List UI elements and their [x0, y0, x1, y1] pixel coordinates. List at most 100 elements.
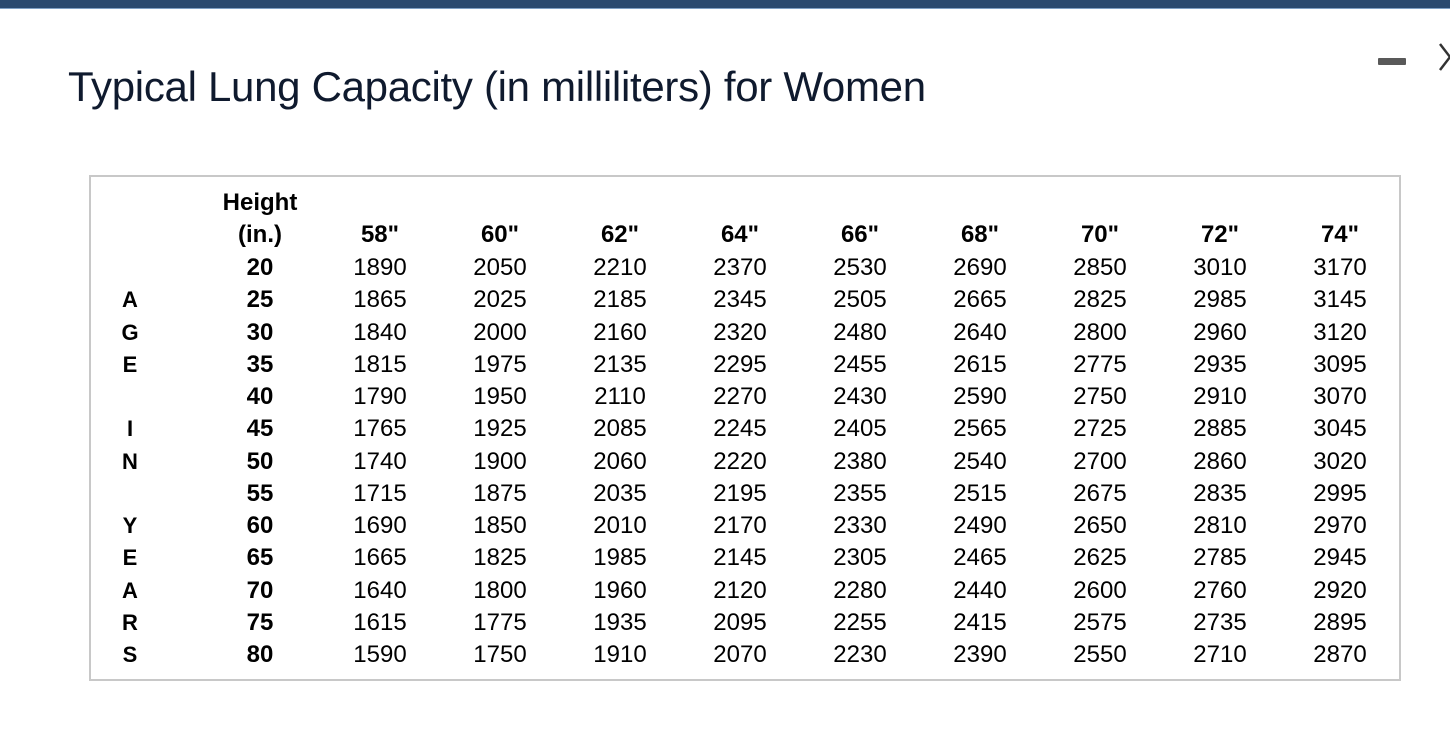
height-header-line1: Height [222, 189, 298, 216]
table-cell: 2870 [1313, 641, 1367, 668]
height-column-header: 70" [1080, 221, 1120, 248]
table-cell: 2650 [1073, 512, 1127, 539]
table-cell: 2095 [713, 608, 767, 636]
table-cell: 3120 [1313, 318, 1367, 346]
table-cell: 2575 [1073, 608, 1127, 636]
table-cell: 2920 [1313, 576, 1367, 604]
height-column-header: 72" [1200, 221, 1240, 248]
table-cell: 2985 [1193, 286, 1247, 314]
table-cell: 3045 [1313, 415, 1367, 443]
table-cell: 3010 [1193, 254, 1247, 281]
table-cell: 2295 [713, 350, 767, 378]
table-cell: 1690 [353, 512, 407, 539]
table-cell: 2415 [953, 608, 1007, 636]
table-cell: 3070 [1313, 383, 1367, 410]
table-cell: 2370 [713, 254, 767, 281]
table-cell: 2800 [1073, 318, 1127, 346]
table-cell: 3170 [1313, 254, 1367, 281]
age-row-header: 65 [246, 544, 274, 572]
table-cell: 2895 [1313, 608, 1367, 636]
age-row-header: 40 [246, 383, 274, 410]
table-cell: 2195 [713, 479, 767, 507]
table-cell: 2465 [953, 544, 1007, 572]
table-cell: 2430 [833, 383, 887, 410]
table-cell: 1665 [353, 544, 407, 572]
table-cell: 1975 [473, 350, 527, 378]
table-cell: 2860 [1193, 447, 1247, 475]
height-column-header: 64" [720, 221, 760, 248]
table-cell: 1985 [593, 544, 647, 572]
age-row-header: 55 [246, 479, 274, 507]
table-cell: 2255 [833, 608, 887, 636]
table-cell: 1825 [473, 544, 527, 572]
table-cell: 2060 [593, 447, 647, 475]
table-cell: 2565 [953, 415, 1007, 443]
table-cell: 2710 [1193, 641, 1247, 668]
height-column-header: 60" [480, 221, 520, 248]
top-border-bar [0, 0, 1450, 9]
table-cell: 2135 [593, 350, 647, 378]
table-cell: 2530 [833, 254, 887, 281]
table-cell: 1960 [593, 576, 647, 604]
age-row-header: 60 [246, 512, 274, 539]
table-cell: 2280 [833, 576, 887, 604]
page-title: Typical Lung Capacity (in milliliters) f… [68, 63, 926, 110]
table-cell: 2690 [953, 254, 1007, 281]
table-cell: 1900 [473, 447, 527, 475]
age-row-header: 35 [246, 350, 274, 378]
close-icon[interactable] [1436, 40, 1450, 74]
side-label-letter: Y [122, 513, 138, 538]
table-cell: 2345 [713, 286, 767, 314]
table-cell: 2330 [833, 512, 887, 539]
side-label-letter: R [122, 609, 138, 635]
table-cell: 2725 [1073, 415, 1127, 443]
table-cell: 2700 [1073, 447, 1127, 475]
table-cell: 2885 [1193, 415, 1247, 443]
table-cell: 3095 [1313, 350, 1367, 378]
table-cell: 2665 [953, 286, 1007, 314]
table-cell: 2825 [1073, 286, 1127, 314]
table-cell: 3145 [1313, 286, 1367, 314]
table-cell: 2735 [1193, 608, 1247, 636]
table-cell: 2675 [1073, 479, 1127, 507]
height-column-header: 62" [600, 221, 640, 248]
table-cell: 2230 [833, 641, 887, 668]
table-cell: 2490 [953, 512, 1007, 539]
table-cell: 2185 [593, 286, 647, 314]
table-cell: 2785 [1193, 544, 1247, 572]
table-cell: 1935 [593, 608, 647, 636]
table-cell: 2160 [593, 318, 647, 346]
table-cell: 1815 [353, 350, 407, 378]
table-cell: 2600 [1073, 576, 1127, 604]
table-cell: 2515 [953, 479, 1007, 507]
table-cell: 2405 [833, 415, 887, 443]
table-cell: 1890 [353, 254, 407, 281]
table-cell: 1925 [473, 415, 527, 443]
side-label-letter: N [122, 448, 138, 474]
table-cell: 2245 [713, 415, 767, 443]
height-header: Height (in.) [218, 187, 302, 251]
table-cell: 2850 [1073, 254, 1127, 281]
table-cell: 2170 [713, 512, 767, 539]
table-cell: 2035 [593, 479, 647, 507]
minimize-icon[interactable] [1378, 58, 1406, 65]
table-cell: 1765 [353, 415, 407, 443]
table-cell: 2010 [593, 512, 647, 539]
table-cell: 2270 [713, 383, 767, 410]
table-cell: 1715 [353, 479, 407, 507]
table-cell: 2355 [833, 479, 887, 507]
age-row-header: 25 [246, 286, 274, 314]
table-cell: 1790 [353, 383, 407, 410]
height-column-header: 58" [360, 221, 400, 248]
table-cell: 1615 [353, 608, 407, 636]
table-cell: 2810 [1193, 512, 1247, 539]
table-cell: 2540 [953, 447, 1007, 475]
table-cell: 1640 [353, 576, 407, 604]
table-cell: 2305 [833, 544, 887, 572]
table-cell: 2050 [473, 254, 527, 281]
table-cell: 1740 [353, 447, 407, 475]
table-cell: 2910 [1193, 383, 1247, 410]
table-cell: 2505 [833, 286, 887, 314]
table-cell: 2970 [1313, 512, 1367, 539]
side-label-letter: G [121, 319, 139, 345]
